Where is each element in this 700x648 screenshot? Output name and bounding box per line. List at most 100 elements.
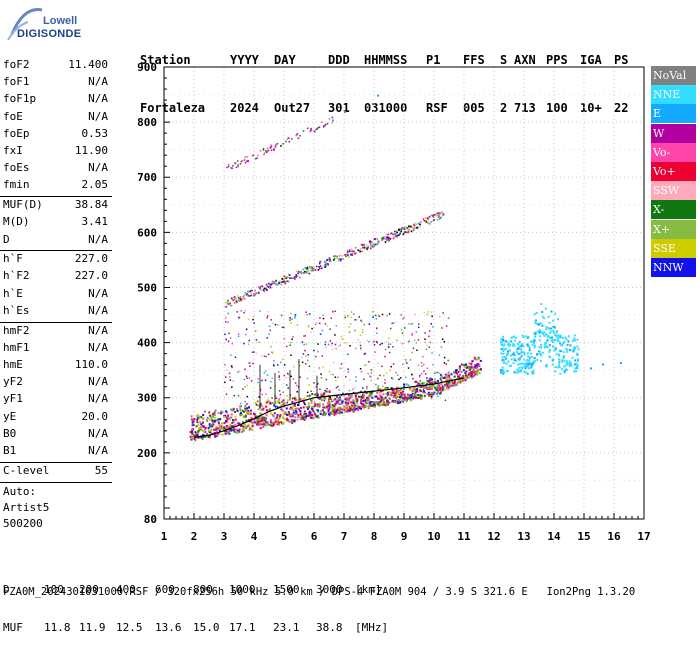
x-tick-label: 10 (427, 530, 440, 543)
echo-point (341, 338, 344, 340)
echo-point (240, 405, 243, 408)
echo-point (286, 413, 289, 416)
echo-point (356, 398, 359, 401)
param-hme: hmE 110.0 (0, 358, 112, 376)
param-b1: B1 N/A (0, 444, 112, 462)
echo-point (291, 415, 294, 418)
echo-point (317, 416, 320, 419)
echo-point (540, 346, 543, 349)
echo-point (239, 405, 242, 408)
echo-point (346, 402, 349, 405)
echo-point (354, 404, 357, 407)
echo-point (510, 358, 513, 361)
echo-point (308, 365, 311, 367)
echo-point (372, 316, 374, 319)
echo-point (309, 411, 312, 414)
footer-distance-3: 400 (116, 583, 136, 596)
echo-point (255, 158, 257, 160)
echo-point (478, 368, 481, 371)
echo-point (270, 145, 273, 148)
echo-point (461, 376, 464, 379)
echo-point (513, 371, 516, 374)
echo-point (263, 355, 266, 358)
echo-point (334, 408, 337, 411)
echo-point (349, 345, 351, 347)
echo-point (350, 401, 353, 404)
echo-point (278, 401, 281, 404)
echo-point (367, 405, 370, 408)
echo-point (565, 338, 568, 341)
echo-point (249, 427, 252, 430)
echo-point (413, 396, 416, 399)
echo-point (224, 333, 226, 336)
echo-point (558, 336, 561, 339)
echo-point (232, 428, 235, 431)
echo-point (559, 334, 562, 337)
echo-point (455, 370, 458, 373)
echo-point (337, 260, 340, 262)
echo-point (328, 399, 330, 402)
echo-point (346, 253, 348, 255)
echo-point (356, 400, 359, 403)
echo-point (234, 423, 237, 426)
echo-point (362, 400, 365, 403)
echo-point (305, 311, 307, 314)
echo-point (273, 404, 276, 407)
echo-point (521, 334, 524, 337)
echo-point (385, 238, 388, 241)
echo-point (302, 415, 305, 418)
echo-point (403, 316, 405, 319)
echo-point (273, 149, 275, 151)
echo-point (408, 226, 410, 228)
echo-point (430, 311, 433, 313)
echo-point (231, 409, 234, 412)
legend-sse: SSE (651, 238, 696, 258)
echo-point (554, 365, 557, 368)
param-hf2: h`F2 227.0 (0, 269, 112, 287)
echo-point (416, 390, 419, 393)
echo-point (400, 391, 403, 394)
echo-point (257, 422, 260, 425)
echo-point (329, 260, 332, 262)
echo-point (249, 365, 251, 367)
echo-point (323, 393, 326, 396)
echo-point (406, 398, 409, 401)
echo-point (261, 423, 264, 426)
echo-point (233, 296, 236, 298)
echo-point (210, 424, 213, 427)
echo-point (356, 406, 359, 409)
echo-point (530, 355, 533, 358)
echo-point (410, 397, 413, 400)
echo-point (320, 267, 323, 270)
echo-point (255, 418, 258, 421)
echo-point (201, 438, 204, 441)
echo-point (259, 427, 262, 430)
footer-muf-6: 17.1 (229, 621, 256, 634)
echo-point (410, 323, 413, 325)
echo-point (253, 418, 256, 421)
echo-point (376, 386, 379, 389)
echo-point (319, 261, 321, 263)
echo-point (234, 162, 237, 165)
echo-point (336, 408, 339, 411)
echo-point (518, 366, 521, 369)
echo-point (502, 347, 505, 350)
echo-point (337, 397, 340, 400)
echo-point (428, 330, 431, 332)
echo-point (285, 407, 288, 410)
echo-point (318, 403, 321, 406)
echo-point (318, 266, 320, 268)
echo-point (271, 282, 273, 285)
x-tick-label: 11 (457, 530, 471, 543)
echo-point (308, 265, 311, 268)
echo-point (543, 346, 546, 349)
echo-point (454, 384, 457, 387)
echo-point (348, 331, 351, 334)
echo-point (351, 406, 354, 409)
echo-point (330, 373, 332, 376)
echo-point (197, 417, 200, 420)
echo-point (219, 427, 222, 430)
echo-point (340, 335, 343, 338)
echo-point (300, 415, 303, 418)
echo-point (343, 411, 346, 414)
